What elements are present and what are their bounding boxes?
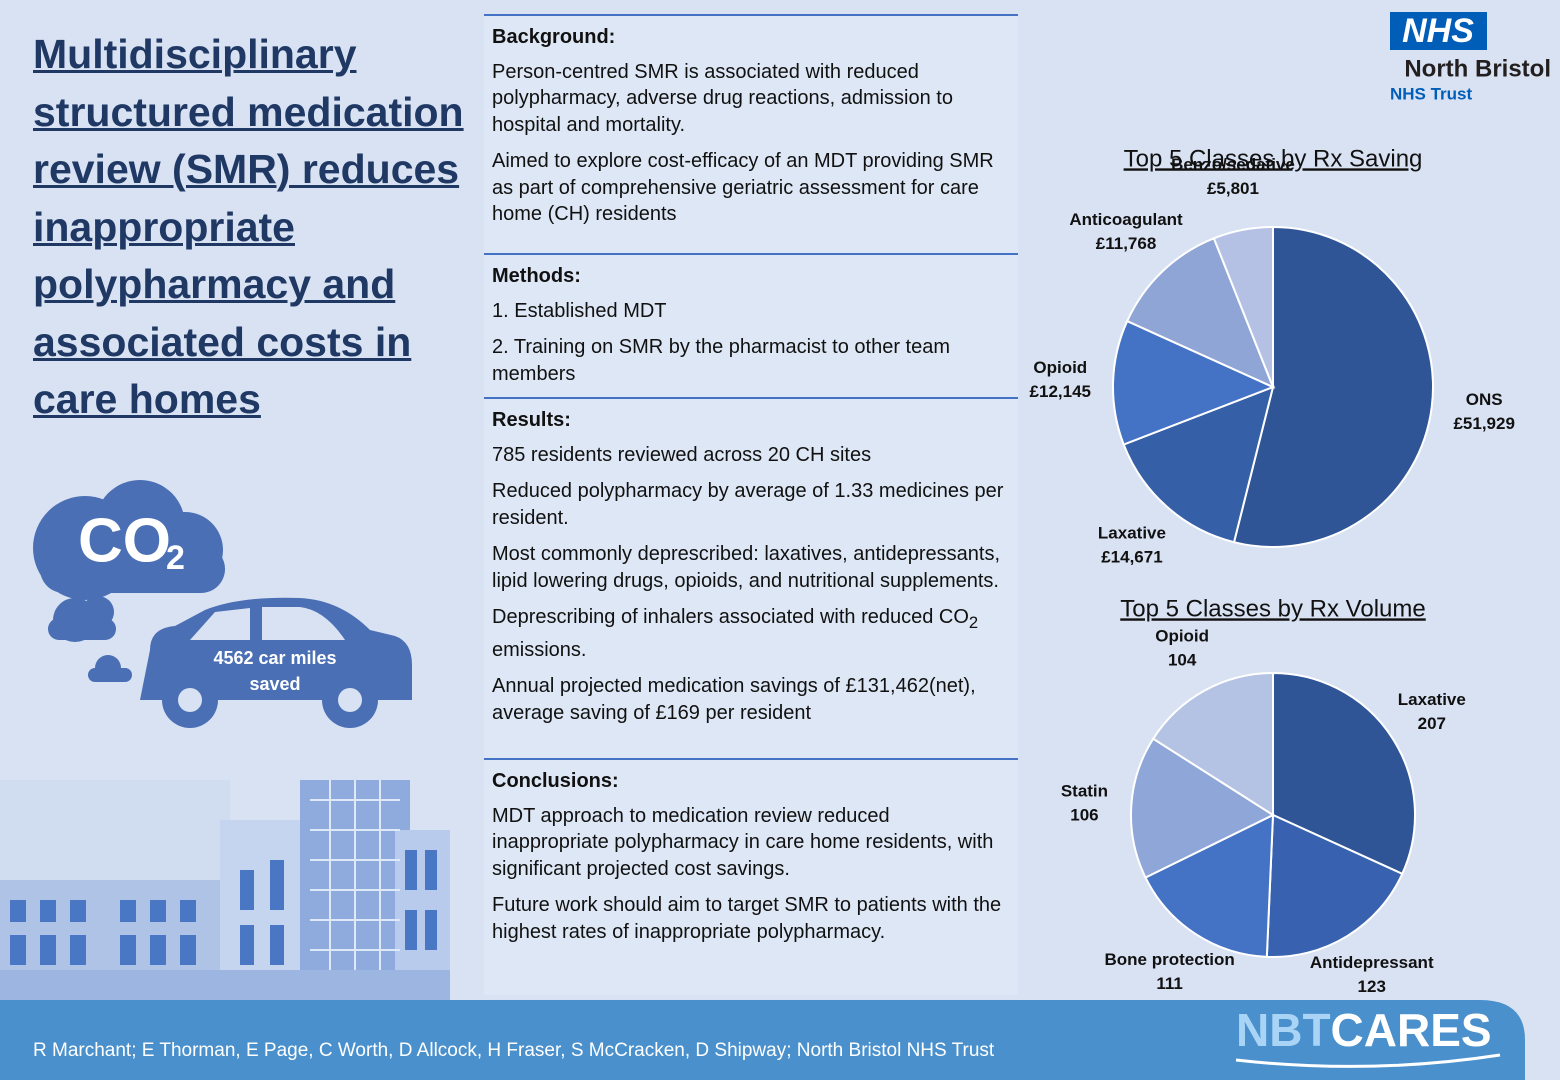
text-run: emissions.: [492, 638, 587, 661]
slice-label: Anticoagulant £11,768: [1069, 211, 1183, 254]
text-run: MDT approach to medication review reduce…: [492, 804, 994, 880]
section-heading: Background:: [492, 26, 616, 48]
pie-slice: [1265, 813, 1404, 958]
brand-swoosh: [1235, 1053, 1501, 1068]
slice-value: £11,768: [1096, 235, 1157, 254]
slice-category: Laxative: [1098, 524, 1166, 543]
slice-label: Opioid 104: [1155, 627, 1209, 670]
slice-category: Opioid: [1033, 358, 1087, 377]
org-trust: NHS Trust: [1390, 84, 1473, 103]
footer-band: [0, 1000, 1525, 1080]
chart-title: Top 5 Classes by Rx Volume: [1120, 595, 1425, 622]
chart-title: Top 5 Classes by Rx Saving: [1124, 145, 1423, 172]
section: Conclusions: MDT approach to medication r…: [484, 758, 1018, 995]
section: Results: 785 residents reviewed across 20…: [484, 397, 1018, 758]
text-run: Future work should aim to target SMR to …: [492, 894, 1002, 943]
paragraph: Most commonly deprescribed: laxatives, a…: [492, 541, 1010, 594]
paragraph: Person-centred SMR is associated with re…: [492, 59, 1010, 139]
section-heading: Methods:: [492, 265, 581, 287]
text-run: 1. Established MDT: [492, 299, 667, 322]
slice-value: £5,801: [1207, 179, 1259, 198]
pie-slice: [1232, 225, 1434, 548]
slice-label: Laxative 207: [1398, 690, 1466, 733]
pie-slice: [1111, 319, 1276, 446]
nhs-logo-box: [1390, 12, 1487, 50]
text-run: Person-centred SMR is associated with re…: [492, 60, 953, 136]
slice-category: Laxative: [1398, 690, 1466, 709]
paragraph: 1. Established MDT: [492, 298, 1010, 325]
slice-value: £14,671: [1101, 548, 1162, 567]
car-miles-text: 4562 car miles saved: [213, 648, 337, 694]
pie-slice: [1212, 225, 1274, 388]
org-name: North Bristol: [1404, 55, 1551, 82]
brand-cares: CARES: [1331, 1004, 1492, 1056]
text-run: Most commonly deprescribed: laxatives, a…: [492, 543, 1001, 592]
slice-value: £51,929: [1453, 415, 1514, 434]
slice-value: 111: [1156, 975, 1183, 994]
content-column: Background: Person-centred SMR is associa…: [484, 14, 1018, 995]
charts: Top 5 Classes by Rx Saving ONS £51,929 Laxa…: [1030, 145, 1515, 996]
slice-category: ONS: [1466, 391, 1503, 410]
paragraph: Reduced polypharmacy by average of 1.33 …: [492, 478, 1010, 531]
text-run: Deprescribing of inhalers associated wit…: [492, 606, 969, 628]
slice-category: Antidepressant: [1310, 953, 1434, 972]
slice-category: Statin: [1061, 782, 1108, 801]
slice-category: Benzo/sedative: [1171, 155, 1295, 174]
slice-label: Opioid £12,145: [1030, 358, 1091, 401]
pie-slice: [1144, 813, 1275, 958]
text-run: 785 residents reviewed across 20 CH site…: [492, 443, 872, 466]
text-run: Annual projected medication savings of £…: [492, 675, 976, 724]
co2-cloud: [33, 480, 225, 682]
nhs-logo: NHS: [1402, 12, 1474, 50]
paragraph: 785 residents reviewed across 20 CH site…: [492, 442, 1010, 469]
section-heading: Conclusions:: [492, 770, 619, 792]
slice-value: 123: [1358, 977, 1386, 996]
co2-text: CO: [78, 506, 171, 575]
paragraph: Deprescribing of inhalers associated wit…: [492, 604, 1010, 663]
slice-label: Laxative £14,671: [1098, 524, 1166, 567]
slice-value: 106: [1070, 806, 1098, 825]
paragraph: 2. Training on SMR by the pharmacist to …: [492, 334, 1010, 387]
brand-nbt: NBT: [1236, 1004, 1331, 1056]
slice-label: Bone protection 111: [1104, 951, 1234, 994]
poster-title: Multidisciplinary structured medication …: [33, 31, 464, 422]
slice-category: Bone protection: [1104, 951, 1234, 970]
section: Background: Person-centred SMR is associa…: [484, 14, 1018, 253]
slice-label: ONS £51,929: [1453, 391, 1514, 434]
authors: R Marchant; E Thorman, E Page, C Worth, …: [33, 1040, 995, 1061]
paragraph: MDT approach to medication review reduce…: [492, 803, 1010, 883]
car-icon: [140, 597, 412, 728]
section: Methods: 1. Established MDT 2. Training on…: [484, 253, 1018, 397]
paragraph: Aimed to explore cost-efficacy of an MDT…: [492, 148, 1010, 228]
slice-label: Benzo/sedative £5,801: [1171, 155, 1295, 198]
paragraph: Annual projected medication savings of £…: [492, 673, 1010, 726]
text-run: Reduced polypharmacy by average of 1.33 …: [492, 480, 1004, 529]
pie-slice: [1272, 671, 1416, 876]
slice-value: 207: [1418, 714, 1446, 733]
slice-category: Opioid: [1155, 627, 1209, 646]
subscript: 2: [968, 613, 979, 632]
pie-slice: [1125, 237, 1275, 389]
text-run: 2. Training on SMR by the pharmacist to …: [492, 336, 950, 385]
co2-subscript: 2: [166, 539, 185, 577]
slice-label: Statin 106: [1061, 782, 1108, 825]
slice-value: £12,145: [1030, 382, 1091, 401]
paragraph: Future work should aim to target SMR to …: [492, 892, 1010, 945]
buildings: [0, 780, 450, 1000]
text-run: Aimed to explore cost-efficacy of an MDT…: [492, 150, 994, 225]
slice-value: 104: [1168, 651, 1197, 670]
slice-label: Antidepressant 123: [1310, 953, 1434, 996]
pie-slice: [1122, 385, 1275, 544]
slice-category: Anticoagulant: [1069, 211, 1183, 230]
pie-slice: [1151, 671, 1274, 817]
brand-logo: NBTCARES: [1236, 1004, 1492, 1056]
section-heading: Results:: [492, 409, 571, 431]
pie-slice: [1130, 737, 1276, 879]
